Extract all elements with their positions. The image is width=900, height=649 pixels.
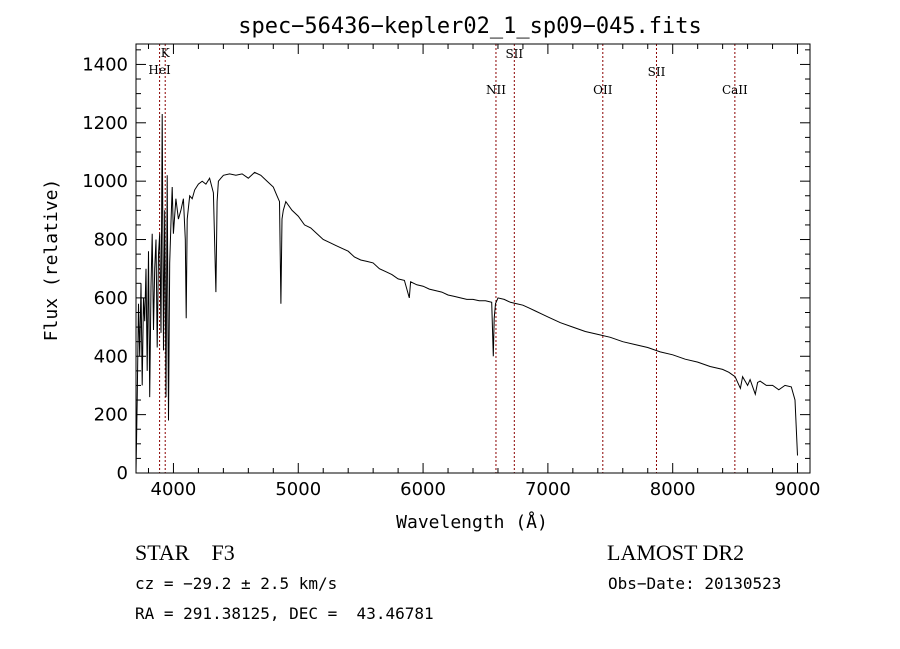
star-label: STAR — [135, 540, 190, 565]
y-tick-label: 1400 — [82, 54, 128, 75]
line-label-k: K — [161, 46, 171, 60]
y-tick-label: 200 — [94, 405, 128, 426]
y-tick-label: 800 — [94, 230, 128, 251]
line-label-oii: OII — [593, 83, 613, 97]
x-tick-label: 6000 — [400, 479, 446, 500]
line-label-sii: SII — [648, 65, 666, 79]
x-tick-label: 9000 — [775, 479, 821, 500]
x-tick-label: 7000 — [525, 479, 571, 500]
line-label-caii: CaII — [722, 83, 748, 97]
star-class-label: STAR F3 — [135, 540, 235, 566]
x-tick-label: 5000 — [275, 479, 321, 500]
y-tick-label: 0 — [117, 463, 128, 484]
y-tick-label: 400 — [94, 346, 128, 367]
y-tick-label: 1000 — [82, 171, 128, 192]
spectrum-series-line — [135, 113, 798, 474]
y-tick-label: 1200 — [82, 113, 128, 134]
line-label-sii: SII — [505, 47, 523, 61]
obs-date-label: Obs−Date: 20130523 — [608, 574, 782, 593]
axis-ticks: 4000 5000 6000 7000 8000 9000 0 200 400 600 800 100… — [82, 44, 820, 500]
coordinates-label: RA = 291.38125, DEC = 43.46781 — [135, 604, 434, 623]
x-tick-label: 8000 — [650, 479, 696, 500]
survey-label: LAMOST DR2 — [607, 540, 745, 565]
spectrum-chart: spec−56436−kepler02_1_sp09−045.fits K HeI… — [41, 14, 820, 533]
subclass-label: F3 — [211, 540, 235, 565]
chart-title: spec−56436−kepler02_1_sp09−045.fits — [238, 14, 702, 39]
x-tick-label: 4000 — [151, 479, 197, 500]
line-label-hei: HeI — [148, 63, 171, 77]
emission-line-markers: K HeI NII SII OII SII CaII — [148, 44, 748, 473]
redshift-label: cz = −29.2 ± 2.5 km/s — [135, 574, 338, 593]
y-tick-label: 600 — [94, 288, 128, 309]
line-label-nii: NII — [486, 83, 506, 97]
plot-frame — [135, 43, 811, 474]
x-axis-label: Wavelength (Å) — [396, 511, 548, 533]
y-axis-label: Flux (relative) — [41, 179, 62, 342]
